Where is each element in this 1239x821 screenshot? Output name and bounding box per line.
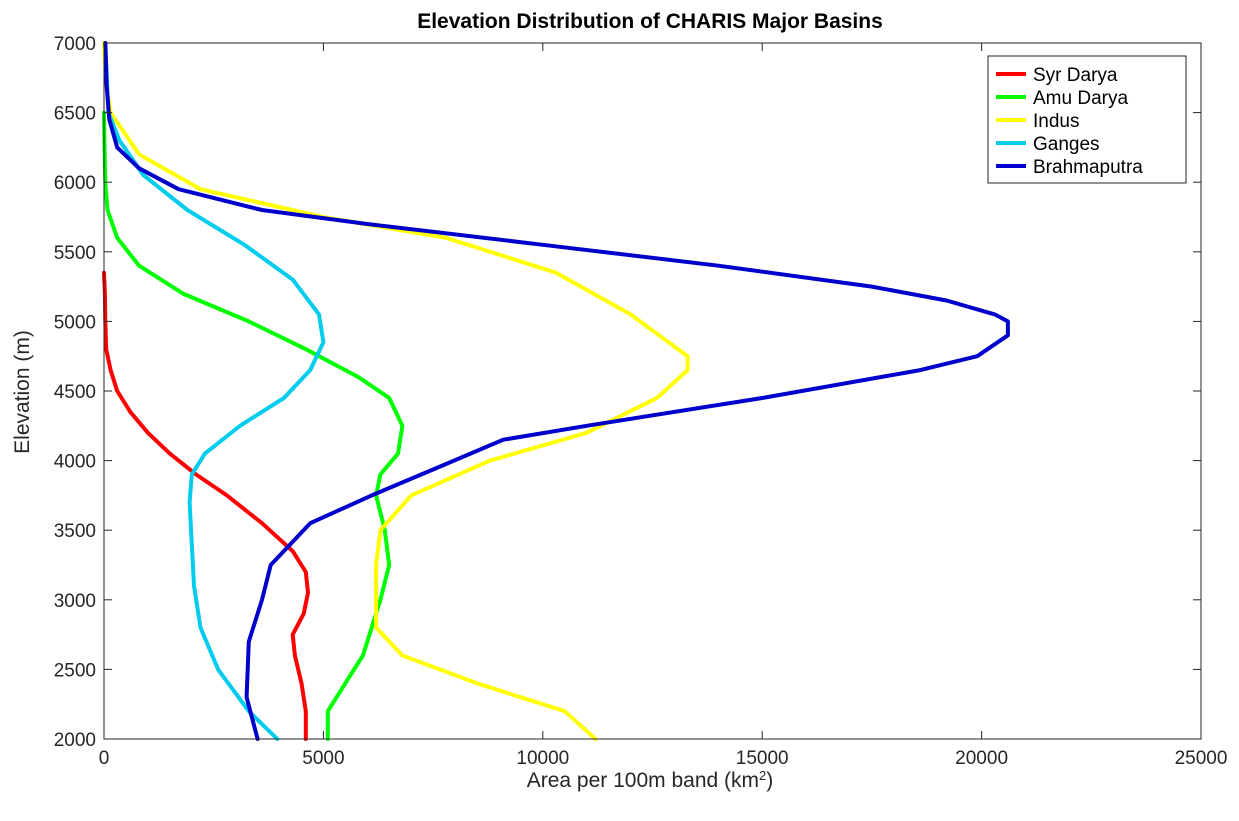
x-tick-label: 5000 [302, 748, 344, 769]
y-tick-label: 5500 [54, 243, 96, 264]
y-tick-label: 7000 [54, 34, 96, 55]
y-tick-label: 3500 [54, 521, 96, 542]
y-tick-label: 4000 [54, 452, 96, 473]
x-tick-label: 10000 [516, 748, 569, 769]
y-tick-label: 4500 [54, 382, 96, 403]
series-line-ganges [103, 41, 326, 741]
legend-label-brahmaputra: Brahmaputra [1033, 157, 1143, 178]
x-tick-label: 20000 [955, 748, 1008, 769]
legend-label-amu-darya: Amu Darya [1033, 88, 1128, 109]
legend-label-indus: Indus [1033, 111, 1079, 132]
series-layer [102, 41, 1010, 741]
chart-title: Elevation Distribution of CHARIS Major B… [417, 10, 883, 33]
x-axis-label: Area per 100m band (km2) [527, 768, 774, 793]
y-tick-label: 6000 [54, 173, 96, 194]
y-axis-label: Elevation (m) [11, 330, 34, 454]
x-tick-label: 0 [99, 748, 110, 769]
legend-label-syr-darya: Syr Darya [1033, 65, 1118, 86]
y-tick-label: 3000 [54, 591, 96, 612]
y-tick-label: 5000 [54, 312, 96, 333]
ticks-layer: 0 5000 10000 15000 20000 25000 2000 2500 3000 350… [54, 34, 1228, 769]
x-tick-label: 15000 [736, 748, 789, 769]
series-line-indus [102, 41, 690, 741]
y-tick-label: 2000 [54, 730, 96, 751]
series-line-amu-darya [102, 110, 405, 741]
y-tick-label: 6500 [54, 104, 96, 125]
legend-label-ganges: Ganges [1033, 134, 1100, 155]
series-line-brahmaputra [103, 41, 1010, 741]
series-line-syr-darya [102, 270, 310, 741]
x-tick-label: 25000 [1175, 748, 1228, 769]
y-tick-label: 2500 [54, 660, 96, 681]
